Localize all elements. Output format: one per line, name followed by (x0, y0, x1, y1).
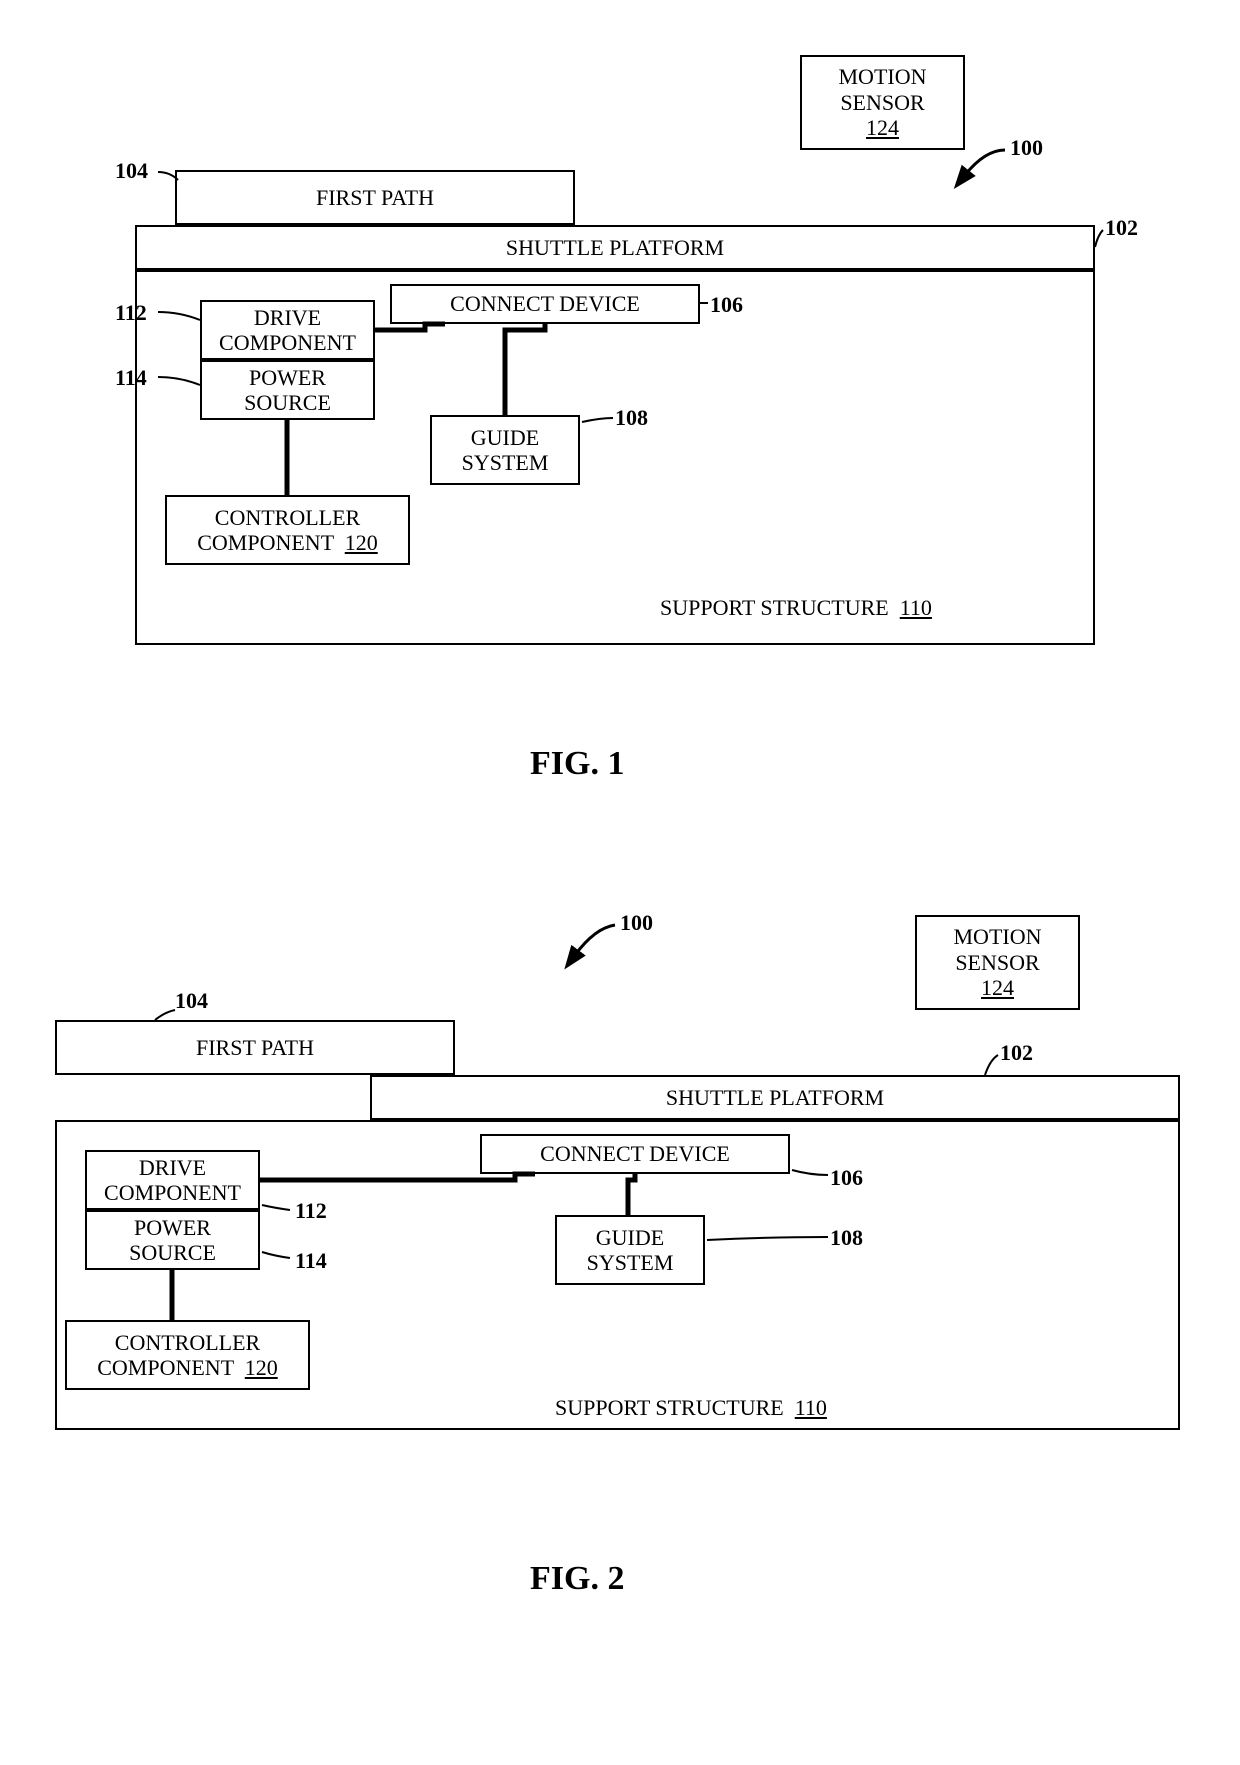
fig1-ref-102: 102 (1105, 215, 1138, 241)
fig1-connect-device-text: CONNECT DEVICE (450, 291, 640, 316)
fig2-ref-106: 106 (830, 1165, 863, 1191)
fig1-guide-line2: SYSTEM (462, 450, 549, 475)
fig2-shuttle-platform-box: SHUTTLE PLATFORM (370, 1075, 1180, 1120)
fig1-ref-106: 106 (710, 292, 743, 318)
fig1-first-path-box: FIRST PATH (175, 170, 575, 225)
fig2-controller-line1: CONTROLLER (115, 1330, 260, 1355)
fig2-guide-system-box: GUIDE SYSTEM (555, 1215, 705, 1285)
fig2-support-structure-label: SUPPORT STRUCTURE 110 (555, 1395, 827, 1421)
fig1-ref-100: 100 (1010, 135, 1043, 161)
fig2-controller-line2-wrap: COMPONENT 120 (97, 1355, 278, 1380)
fig2-power-source-box: POWER SOURCE (85, 1210, 260, 1270)
fig1-controller-ref: 120 (345, 530, 378, 555)
fig2-motion-sensor-box: MOTION SENSOR 124 (915, 915, 1080, 1010)
fig2-support-structure-ref: 110 (795, 1395, 827, 1420)
fig2-ref-102: 102 (1000, 1040, 1033, 1066)
fig1-drive-component-box: DRIVE COMPONENT (200, 300, 375, 360)
fig1-shuttle-platform-box: SHUTTLE PLATFORM (135, 225, 1095, 270)
fig1-motion-sensor-box: MOTION SENSOR 124 (800, 55, 965, 150)
fig1-power-source-box: POWER SOURCE (200, 360, 375, 420)
fig1-ref-104: 104 (115, 158, 148, 184)
fig1-support-structure-ref: 110 (900, 595, 932, 620)
fig2-motion-sensor-line1: MOTION (954, 924, 1042, 949)
fig1-drive-line2: COMPONENT (219, 330, 356, 355)
fig2-ref-114: 114 (295, 1248, 327, 1274)
fig2-first-path-text: FIRST PATH (196, 1035, 314, 1060)
fig2-drive-line1: DRIVE (139, 1155, 206, 1180)
fig1-caption: FIG. 1 (530, 745, 624, 783)
fig1-support-structure-text: SUPPORT STRUCTURE (660, 595, 889, 620)
fig2-ref-100: 100 (620, 910, 653, 936)
fig2-ref-104: 104 (175, 988, 208, 1014)
fig1-power-line2: SOURCE (244, 390, 331, 415)
fig1-support-structure-label: SUPPORT STRUCTURE 110 (660, 595, 932, 621)
fig2-drive-line2: COMPONENT (104, 1180, 241, 1205)
fig2-caption: FIG. 2 (530, 1560, 624, 1598)
fig1-shuttle-platform-text: SHUTTLE PLATFORM (506, 235, 724, 260)
fig1-ref-108: 108 (615, 405, 648, 431)
fig2-support-structure-text: SUPPORT STRUCTURE (555, 1395, 784, 1420)
fig1-guide-system-box: GUIDE SYSTEM (430, 415, 580, 485)
fig2-controller-ref: 120 (245, 1355, 278, 1380)
fig2-ref-112: 112 (295, 1198, 327, 1224)
fig2-drive-component-box: DRIVE COMPONENT (85, 1150, 260, 1210)
fig2-guide-line2: SYSTEM (587, 1250, 674, 1275)
fig1-drive-line1: DRIVE (254, 305, 321, 330)
fig1-guide-line1: GUIDE (471, 425, 539, 450)
fig1-controller-box: CONTROLLER COMPONENT 120 (165, 495, 410, 565)
fig1-motion-sensor-ref: 124 (866, 115, 899, 140)
fig2-guide-line1: GUIDE (596, 1225, 664, 1250)
fig2-shuttle-platform-text: SHUTTLE PLATFORM (666, 1085, 884, 1110)
fig2-power-line1: POWER (134, 1215, 211, 1240)
fig1-ref-112: 112 (115, 300, 147, 326)
fig2-power-line2: SOURCE (129, 1240, 216, 1265)
diagram-canvas: MOTION SENSOR 124 FIRST PATH SHUTTLE PLA… (0, 0, 1240, 1765)
fig1-connect-device-box: CONNECT DEVICE (390, 284, 700, 324)
fig2-connect-device-box: CONNECT DEVICE (480, 1134, 790, 1174)
fig2-connect-device-text: CONNECT DEVICE (540, 1141, 730, 1166)
fig1-ref-114: 114 (115, 365, 147, 391)
fig1-controller-line1: CONTROLLER (215, 505, 360, 530)
fig2-motion-sensor-ref: 124 (981, 975, 1014, 1000)
fig1-motion-sensor-line2: SENSOR (840, 90, 924, 115)
fig1-first-path-text: FIRST PATH (316, 185, 434, 210)
fig1-controller-line2: COMPONENT (197, 530, 334, 555)
fig1-motion-sensor-line1: MOTION (839, 64, 927, 89)
fig2-first-path-box: FIRST PATH (55, 1020, 455, 1075)
fig2-motion-sensor-line2: SENSOR (955, 950, 1039, 975)
fig1-controller-line2-wrap: COMPONENT 120 (197, 530, 378, 555)
fig1-power-line1: POWER (249, 365, 326, 390)
fig2-controller-line2: COMPONENT (97, 1355, 234, 1380)
fig2-controller-box: CONTROLLER COMPONENT 120 (65, 1320, 310, 1390)
fig2-ref-108: 108 (830, 1225, 863, 1251)
